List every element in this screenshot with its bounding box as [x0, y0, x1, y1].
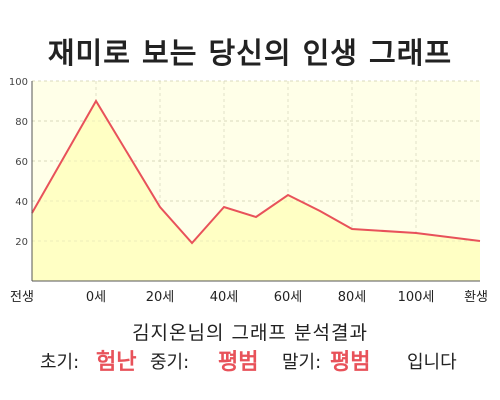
result-suffix: 입니다	[407, 352, 457, 373]
x-tick-label: 80세	[338, 290, 367, 305]
x-tick-label: 100세	[398, 290, 435, 305]
result-title: 김지온님의 그래프 분석결과	[132, 322, 368, 344]
y-tick-labels: 20 40 60 80 100	[9, 77, 28, 248]
x-tick-label: 60세	[274, 290, 303, 305]
page-title: 재미로 보는 당신의 인생 그래프	[47, 36, 453, 70]
x-tick-label: 전생	[10, 290, 34, 305]
mid-label: 중기:	[150, 352, 190, 373]
mid-value: 평범	[218, 350, 259, 375]
x-tick-labels: 전생 0세 20세 40세 60세 80세 100세 환생	[10, 290, 488, 305]
x-tick-label: 환생	[464, 290, 488, 305]
result-summary: 초기: 험난 중기: 평범 말기: 평범 입니다	[0, 348, 500, 378]
late-label: 말기:	[282, 352, 322, 373]
late-value: 평범	[330, 350, 371, 375]
y-tick-label: 60	[15, 157, 28, 168]
x-tick-label: 20세	[146, 290, 175, 305]
x-tick-label: 0세	[86, 290, 106, 305]
area-fill	[32, 101, 480, 281]
early-label: 초기:	[40, 352, 80, 373]
series-line	[31, 99, 481, 245]
y-tick-label: 80	[15, 117, 28, 128]
y-tick-label: 40	[15, 197, 28, 208]
x-tick-label: 40세	[210, 290, 239, 305]
y-tick-label: 20	[15, 237, 28, 248]
early-value: 험난	[96, 350, 137, 375]
grid-lines-front	[32, 80, 480, 242]
y-tick-label: 100	[9, 77, 28, 88]
